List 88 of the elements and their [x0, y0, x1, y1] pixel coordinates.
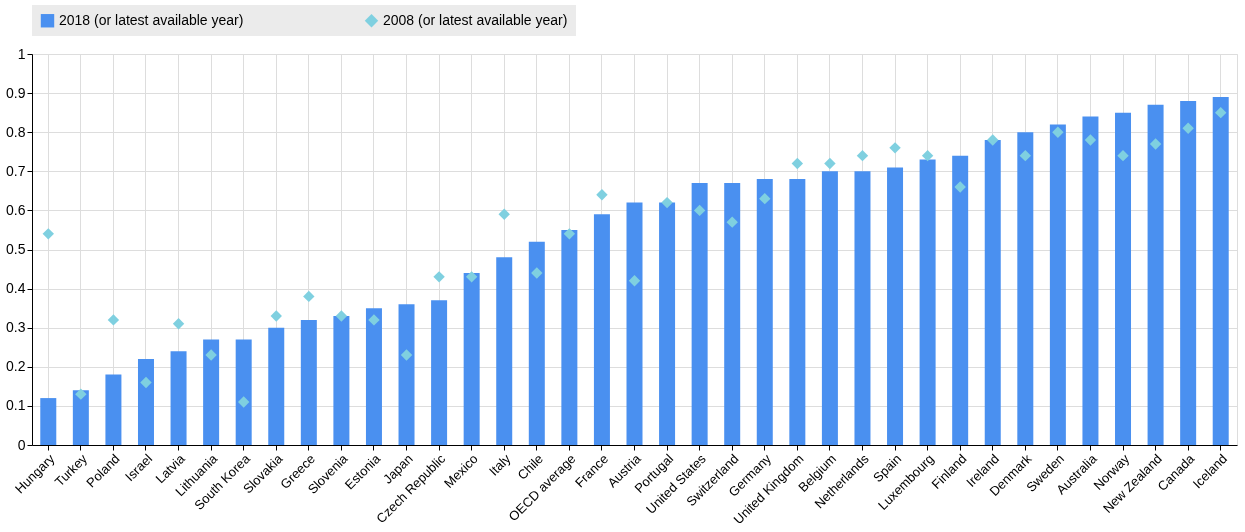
bar: [365, 308, 382, 445]
y-tick-label: 0.8: [6, 123, 26, 140]
y-tick-label: 0.3: [6, 319, 26, 336]
point: [42, 228, 54, 240]
bar: [203, 339, 220, 445]
point: [1052, 126, 1064, 138]
point: [791, 157, 804, 170]
y-tick-label: 0: [17, 436, 26, 453]
y-tick-label: 0.5: [6, 241, 26, 257]
point: [1084, 134, 1097, 146]
legend-label: 2008 (or latest available year): [383, 11, 568, 28]
bar: [1115, 112, 1132, 445]
point: [563, 228, 576, 240]
bar: [756, 179, 773, 445]
point: [335, 310, 348, 322]
point: [465, 271, 478, 283]
bar: [919, 159, 936, 445]
point: [531, 267, 543, 279]
point: [856, 149, 869, 162]
bar: [137, 358, 154, 445]
bar: [854, 171, 871, 445]
x-tick-label: Italy: [485, 450, 514, 479]
bar: [528, 241, 545, 445]
y-tick-label: 0.6: [6, 201, 26, 218]
point: [1149, 138, 1162, 150]
bar: [463, 272, 480, 445]
y-tick-label: 0.1: [6, 397, 26, 414]
y-tick-label: 0.9: [6, 84, 26, 101]
bar: [984, 140, 1001, 445]
point: [172, 318, 185, 330]
y-tick-label: 0.7: [6, 162, 26, 179]
point: [661, 196, 673, 209]
bar: [170, 351, 187, 445]
y-tick-label: 0.4: [6, 280, 26, 297]
y-tick-label: 1: [17, 45, 26, 62]
y-tick-label: 0.2: [6, 358, 26, 375]
bar: [821, 171, 838, 445]
bar: [887, 167, 904, 445]
bar: [1049, 124, 1066, 445]
point: [1215, 106, 1227, 119]
point: [303, 290, 315, 303]
bar: [724, 183, 741, 445]
point: [628, 275, 641, 287]
point: [400, 349, 413, 361]
point: [237, 396, 250, 408]
bar: [268, 327, 285, 445]
bar: [105, 374, 122, 445]
bar: [1082, 116, 1099, 445]
bar: [789, 179, 806, 445]
point: [433, 271, 445, 283]
bar: [1180, 100, 1197, 445]
point: [75, 388, 87, 400]
bar: [626, 202, 643, 445]
bar: [300, 319, 317, 445]
bar: [431, 300, 448, 445]
bar: [691, 183, 708, 445]
point: [693, 204, 706, 217]
bar: [1147, 104, 1164, 445]
bar: [398, 304, 415, 445]
point: [987, 134, 999, 146]
point: [368, 314, 380, 326]
point: [921, 149, 934, 162]
bar: [593, 214, 610, 445]
point: [596, 189, 608, 201]
point: [140, 376, 152, 389]
point: [954, 181, 966, 193]
bar: [561, 229, 578, 445]
bar: [40, 398, 57, 445]
point: [824, 157, 836, 170]
bar: [72, 390, 89, 445]
bar: [333, 315, 350, 445]
point: [1182, 122, 1194, 134]
point: [498, 208, 510, 221]
bar: [659, 202, 676, 445]
point: [1117, 149, 1129, 162]
point: [759, 192, 771, 205]
point: [889, 142, 901, 154]
legend-label: 2018 (or latest available year): [59, 11, 244, 28]
bar: [1017, 132, 1034, 445]
bar: [496, 257, 513, 445]
point: [107, 314, 120, 326]
point: [1019, 149, 1032, 162]
bar: [235, 339, 252, 445]
bar: [1212, 97, 1229, 445]
point: [726, 216, 738, 228]
bar: [952, 155, 969, 445]
point: [205, 349, 217, 361]
point: [270, 310, 282, 322]
